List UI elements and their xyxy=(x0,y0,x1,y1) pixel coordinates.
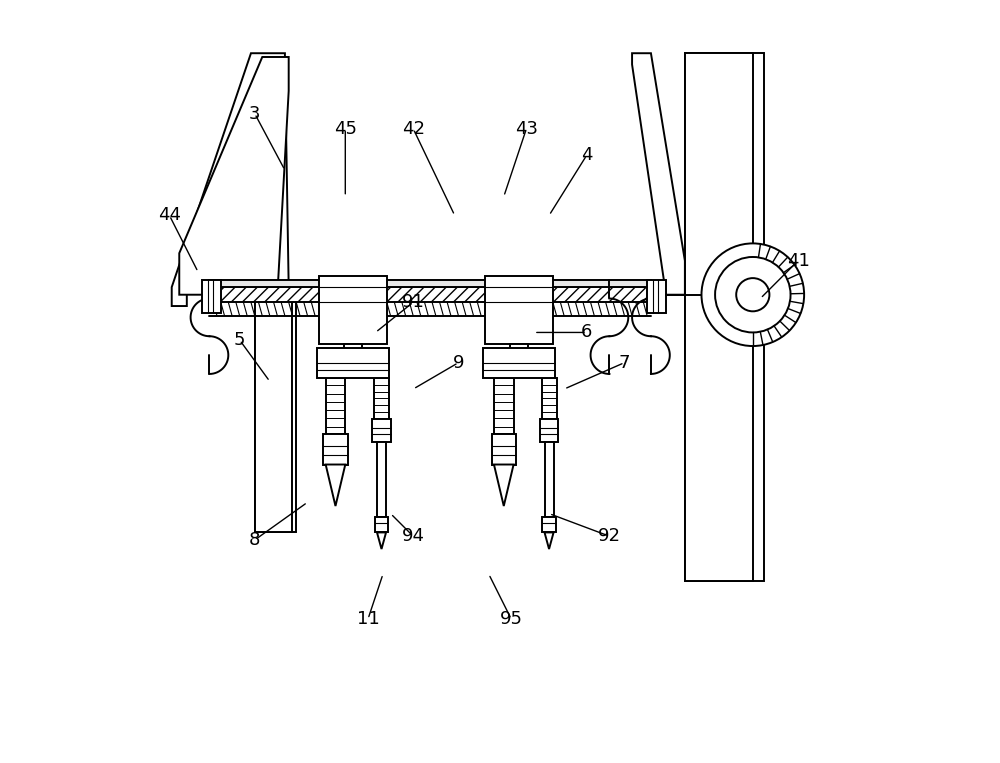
Bar xyxy=(317,347,389,378)
Bar xyxy=(485,276,553,344)
Polygon shape xyxy=(172,53,289,306)
Text: 5: 5 xyxy=(234,331,245,349)
Polygon shape xyxy=(632,53,685,295)
Bar xyxy=(202,279,221,313)
Bar xyxy=(323,434,348,465)
Circle shape xyxy=(736,278,769,311)
Text: 7: 7 xyxy=(619,353,630,372)
Bar xyxy=(375,517,388,533)
Bar xyxy=(685,53,753,581)
Text: 94: 94 xyxy=(402,527,425,546)
Polygon shape xyxy=(377,533,386,549)
Bar xyxy=(209,279,651,287)
Bar xyxy=(483,347,555,378)
Bar xyxy=(209,287,651,302)
Bar xyxy=(540,419,558,442)
Text: 44: 44 xyxy=(158,207,181,224)
Bar xyxy=(494,378,514,434)
Bar xyxy=(542,378,557,419)
Text: 45: 45 xyxy=(334,120,357,137)
Bar xyxy=(344,344,362,355)
Text: 42: 42 xyxy=(402,120,425,137)
Text: 4: 4 xyxy=(581,146,593,164)
Text: 92: 92 xyxy=(598,527,621,546)
Bar xyxy=(542,517,556,533)
Polygon shape xyxy=(545,533,554,549)
Circle shape xyxy=(715,257,791,333)
Text: 91: 91 xyxy=(402,293,425,311)
Bar xyxy=(319,276,387,344)
Bar xyxy=(255,291,292,533)
Polygon shape xyxy=(326,465,345,506)
Polygon shape xyxy=(494,465,514,506)
Bar xyxy=(492,434,516,465)
Bar xyxy=(377,442,386,517)
Bar xyxy=(647,279,666,313)
Bar xyxy=(685,53,764,581)
Bar xyxy=(326,378,345,434)
Bar xyxy=(545,442,554,517)
Bar xyxy=(510,344,528,355)
Text: 41: 41 xyxy=(787,252,810,270)
Text: 3: 3 xyxy=(249,105,260,123)
Text: 6: 6 xyxy=(581,324,592,342)
Polygon shape xyxy=(179,57,289,295)
Text: 11: 11 xyxy=(357,610,379,628)
Bar xyxy=(255,295,296,533)
Circle shape xyxy=(701,243,804,346)
Text: 43: 43 xyxy=(515,120,538,137)
Bar xyxy=(374,378,389,419)
Bar xyxy=(372,419,391,442)
Text: 9: 9 xyxy=(453,353,464,372)
Text: 95: 95 xyxy=(500,610,523,628)
Text: 8: 8 xyxy=(249,531,260,549)
